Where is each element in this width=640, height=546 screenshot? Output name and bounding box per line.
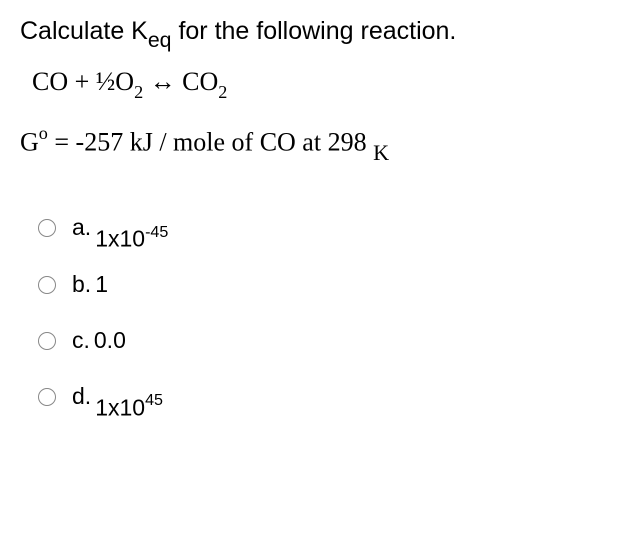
prompt-suffix: for the following reaction. (172, 17, 457, 45)
eq-sub-2b: 2 (218, 82, 227, 102)
option-row-b: b. 1 (38, 271, 620, 299)
gibbs-eq: = (48, 128, 76, 157)
eq-o: O (115, 67, 134, 96)
keq-symbol: Keq (131, 17, 171, 45)
radio-option-d[interactable] (38, 388, 56, 406)
eq-co: CO (32, 67, 68, 96)
option-value-exponent: -45 (145, 223, 168, 241)
eq-sub-2a: 2 (134, 82, 143, 102)
keq-eq: eq (148, 28, 172, 52)
eq-half: ½ (96, 67, 116, 96)
option-value-base: 1x10 (95, 394, 145, 420)
option-content: a. 1x10-45 (72, 214, 168, 243)
radio-option-a[interactable] (38, 219, 56, 237)
option-value: 1 (95, 271, 108, 299)
gibbs-value: -257 kJ / mole of CO at 298 (76, 128, 374, 157)
option-value-exponent: 45 (145, 391, 163, 409)
question-prompt: Calculate Keq for the following reaction… (20, 14, 620, 54)
option-content: d. 1x1045 (72, 383, 163, 412)
gibbs-sup-o: o (39, 123, 48, 143)
option-content: c. 0.0 (72, 327, 126, 355)
option-value-base: 1x10 (95, 226, 145, 252)
option-letter: b. (72, 271, 91, 299)
eq-co2: CO (182, 67, 218, 96)
prompt-prefix: Calculate (20, 17, 131, 45)
option-letter: a. (72, 214, 91, 242)
option-content: b. 1 (72, 271, 108, 299)
reaction-equation: CO + ½O2 ↔ CO2 (32, 62, 620, 104)
option-value-base: 1 (95, 271, 108, 297)
eq-plus: + (68, 67, 96, 96)
option-letter: d. (72, 383, 91, 411)
option-row-d: d. 1x1045 (38, 383, 620, 412)
keq-k: K (131, 17, 148, 45)
option-value: 1x1045 (95, 393, 163, 422)
options-group: a. 1x10-45b. 1c. 0.0d. 1x1045 (38, 214, 620, 412)
radio-option-b[interactable] (38, 276, 56, 294)
option-row-c: c. 0.0 (38, 327, 620, 355)
option-value: 0.0 (94, 327, 126, 355)
radio-option-c[interactable] (38, 332, 56, 350)
option-letter: c. (72, 327, 90, 355)
option-value: 1x10-45 (95, 224, 168, 253)
option-row-a: a. 1x10-45 (38, 214, 620, 243)
gibbs-k: K (373, 140, 389, 165)
eq-arrow: ↔ (143, 67, 182, 96)
option-value-base: 0.0 (94, 327, 126, 353)
gibbs-g: G (20, 128, 39, 157)
gibbs-energy-line: Go = -257 kJ / mole of CO at 298 K (20, 122, 620, 166)
